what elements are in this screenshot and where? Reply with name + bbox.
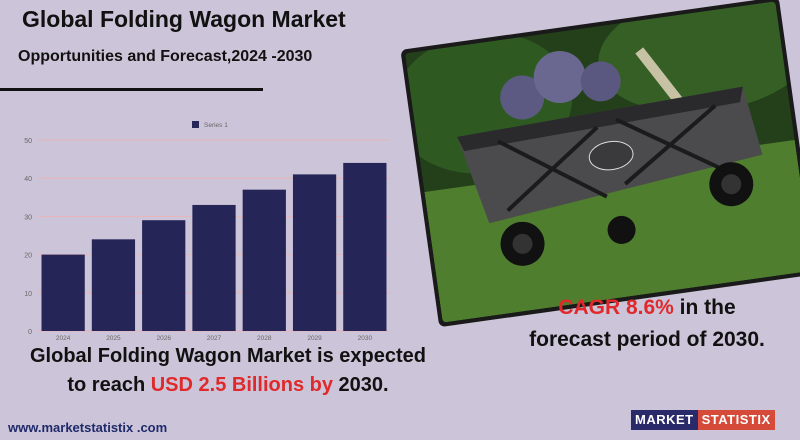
x-tick-label: 2029: [307, 335, 322, 342]
x-tick-label: 2025: [106, 335, 121, 342]
page-subtitle: Opportunities and Forecast,2024 -2030: [18, 48, 313, 65]
summary-line-1: Global Folding Wagon Market is expected: [30, 345, 426, 367]
logo-part-1: MARKET: [631, 410, 698, 430]
x-tick-label: 2024: [56, 335, 71, 342]
y-tick-label: 0: [28, 329, 32, 336]
page-title: Global Folding Wagon Market: [22, 6, 346, 32]
y-tick-label: 50: [24, 138, 32, 145]
summary-highlight: USD 2.5 Billions by: [150, 374, 333, 396]
cagr-highlight: CAGR 8.6%: [558, 296, 674, 319]
bar: [41, 254, 85, 331]
y-tick-label: 30: [24, 214, 32, 221]
bar: [292, 174, 337, 331]
cagr-rest-1: in the: [673, 296, 736, 319]
brand-logo: MARKET STATISTIX: [631, 410, 775, 430]
bar: [192, 204, 236, 331]
logo-part-2: STATISTIX: [697, 410, 775, 430]
cagr-rest-2: forecast period of 2030.: [529, 328, 765, 351]
y-tick-label: 20: [24, 253, 32, 260]
bar: [242, 189, 286, 331]
bar: [91, 239, 136, 331]
legend-label: Series 1: [204, 122, 228, 129]
legend-swatch: [192, 121, 199, 128]
summary-line-2-pre: to reach: [67, 374, 151, 396]
y-tick-label: 10: [24, 291, 32, 298]
summary-line-2-post: 2030.: [333, 374, 389, 396]
x-tick-label: 2028: [257, 335, 272, 342]
bar: [142, 220, 186, 331]
market-summary: Global Folding Wagon Market is expected …: [6, 342, 450, 400]
title-divider: [0, 88, 263, 91]
website-link[interactable]: www.marketstatistix .com: [8, 420, 168, 435]
wagon-photo: [400, 0, 800, 328]
bar: [343, 162, 387, 331]
y-tick-label: 40: [24, 176, 32, 183]
x-tick-label: 2026: [156, 335, 171, 342]
cagr-text: CAGR 8.6% in the forecast period of 2030…: [502, 292, 792, 356]
x-tick-label: 2027: [207, 335, 222, 342]
x-tick-label: 2030: [358, 335, 373, 342]
